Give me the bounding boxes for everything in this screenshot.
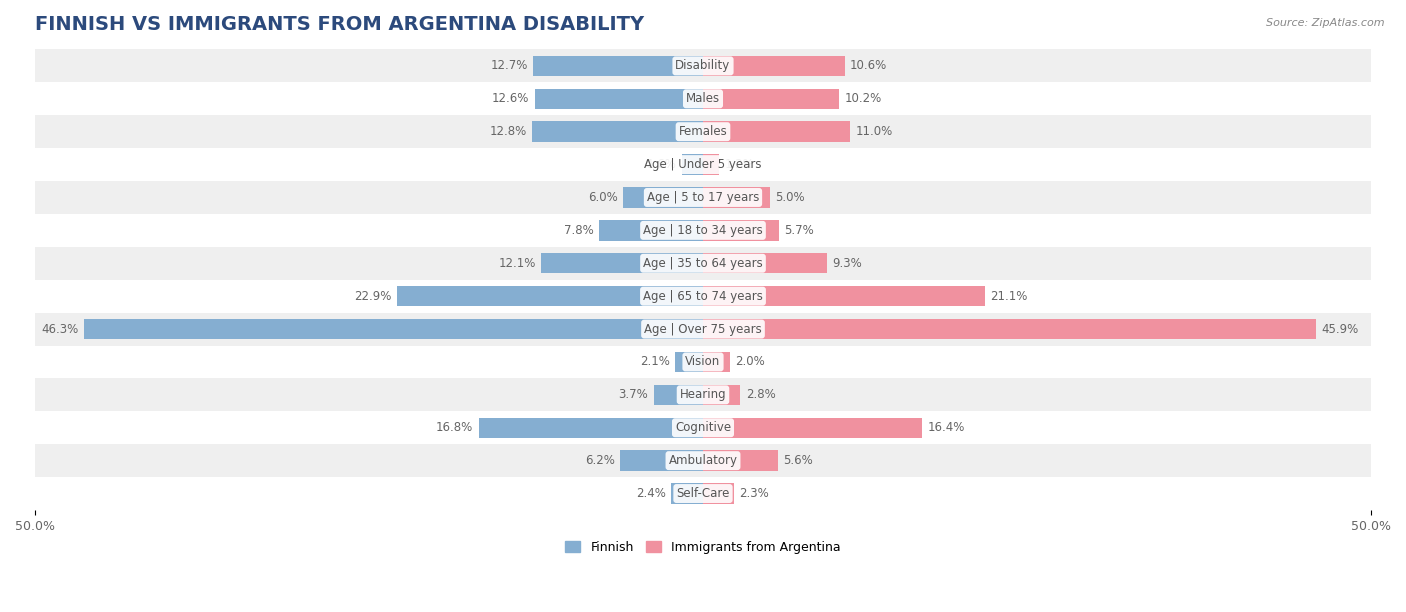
Text: Males: Males — [686, 92, 720, 105]
Bar — [654, 385, 703, 405]
Text: 11.0%: 11.0% — [855, 125, 893, 138]
Bar — [620, 450, 703, 471]
Text: Age | 35 to 64 years: Age | 35 to 64 years — [643, 257, 763, 270]
Text: 2.8%: 2.8% — [745, 389, 776, 401]
Text: 6.0%: 6.0% — [588, 191, 617, 204]
Bar — [682, 154, 703, 175]
Bar — [35, 50, 1371, 83]
Text: 2.1%: 2.1% — [640, 356, 669, 368]
Text: 12.7%: 12.7% — [491, 59, 529, 72]
Text: Hearing: Hearing — [679, 389, 727, 401]
Text: Age | Under 5 years: Age | Under 5 years — [644, 158, 762, 171]
Text: 3.7%: 3.7% — [619, 389, 648, 401]
Bar — [703, 56, 845, 76]
Text: 22.9%: 22.9% — [354, 289, 392, 303]
Bar — [703, 385, 741, 405]
Text: 6.2%: 6.2% — [585, 454, 614, 467]
Text: Self-Care: Self-Care — [676, 487, 730, 500]
Bar — [703, 89, 839, 109]
Legend: Finnish, Immigrants from Argentina: Finnish, Immigrants from Argentina — [560, 536, 846, 559]
Bar — [35, 214, 1371, 247]
Bar — [35, 411, 1371, 444]
Bar — [703, 154, 718, 175]
Text: 2.3%: 2.3% — [740, 487, 769, 500]
Text: 5.6%: 5.6% — [783, 454, 813, 467]
Bar — [35, 313, 1371, 346]
Bar — [35, 280, 1371, 313]
Text: 10.6%: 10.6% — [851, 59, 887, 72]
Bar — [623, 187, 703, 207]
Text: 12.8%: 12.8% — [489, 125, 527, 138]
Text: Age | 65 to 74 years: Age | 65 to 74 years — [643, 289, 763, 303]
Text: 5.0%: 5.0% — [775, 191, 804, 204]
Bar — [35, 346, 1371, 378]
Text: 10.2%: 10.2% — [845, 92, 882, 105]
Text: 1.2%: 1.2% — [724, 158, 754, 171]
Text: 5.7%: 5.7% — [785, 224, 814, 237]
Bar — [703, 122, 851, 142]
Text: 7.8%: 7.8% — [564, 224, 593, 237]
Bar — [35, 181, 1371, 214]
Bar — [703, 286, 984, 307]
Text: Ambulatory: Ambulatory — [668, 454, 738, 467]
Bar — [531, 122, 703, 142]
Text: 45.9%: 45.9% — [1322, 323, 1358, 335]
Text: 9.3%: 9.3% — [832, 257, 862, 270]
Text: 2.0%: 2.0% — [735, 356, 765, 368]
Text: 12.6%: 12.6% — [492, 92, 529, 105]
Bar — [703, 352, 730, 372]
Bar — [675, 352, 703, 372]
Text: 16.8%: 16.8% — [436, 421, 474, 435]
Text: FINNISH VS IMMIGRANTS FROM ARGENTINA DISABILITY: FINNISH VS IMMIGRANTS FROM ARGENTINA DIS… — [35, 15, 644, 34]
Text: Age | 18 to 34 years: Age | 18 to 34 years — [643, 224, 763, 237]
Bar — [671, 483, 703, 504]
Text: Source: ZipAtlas.com: Source: ZipAtlas.com — [1267, 18, 1385, 28]
Bar — [35, 247, 1371, 280]
Bar — [703, 483, 734, 504]
Bar — [703, 220, 779, 241]
Bar — [35, 477, 1371, 510]
Text: Disability: Disability — [675, 59, 731, 72]
Text: Vision: Vision — [685, 356, 721, 368]
Bar — [35, 148, 1371, 181]
Text: 46.3%: 46.3% — [42, 323, 79, 335]
Bar — [84, 319, 703, 339]
Text: Age | Over 75 years: Age | Over 75 years — [644, 323, 762, 335]
Bar — [534, 89, 703, 109]
Text: 16.4%: 16.4% — [928, 421, 965, 435]
Bar — [35, 378, 1371, 411]
Text: Females: Females — [679, 125, 727, 138]
Bar — [599, 220, 703, 241]
Text: Cognitive: Cognitive — [675, 421, 731, 435]
Bar — [541, 253, 703, 274]
Text: 2.4%: 2.4% — [636, 487, 665, 500]
Bar — [35, 444, 1371, 477]
Text: 1.6%: 1.6% — [647, 158, 676, 171]
Bar — [35, 115, 1371, 148]
Bar — [478, 417, 703, 438]
Bar — [35, 83, 1371, 115]
Text: 12.1%: 12.1% — [499, 257, 536, 270]
Text: Age | 5 to 17 years: Age | 5 to 17 years — [647, 191, 759, 204]
Bar — [703, 319, 1316, 339]
Text: 21.1%: 21.1% — [990, 289, 1028, 303]
Bar — [533, 56, 703, 76]
Bar — [703, 450, 778, 471]
Bar — [703, 253, 827, 274]
Bar — [703, 187, 770, 207]
Bar — [396, 286, 703, 307]
Bar — [703, 417, 922, 438]
